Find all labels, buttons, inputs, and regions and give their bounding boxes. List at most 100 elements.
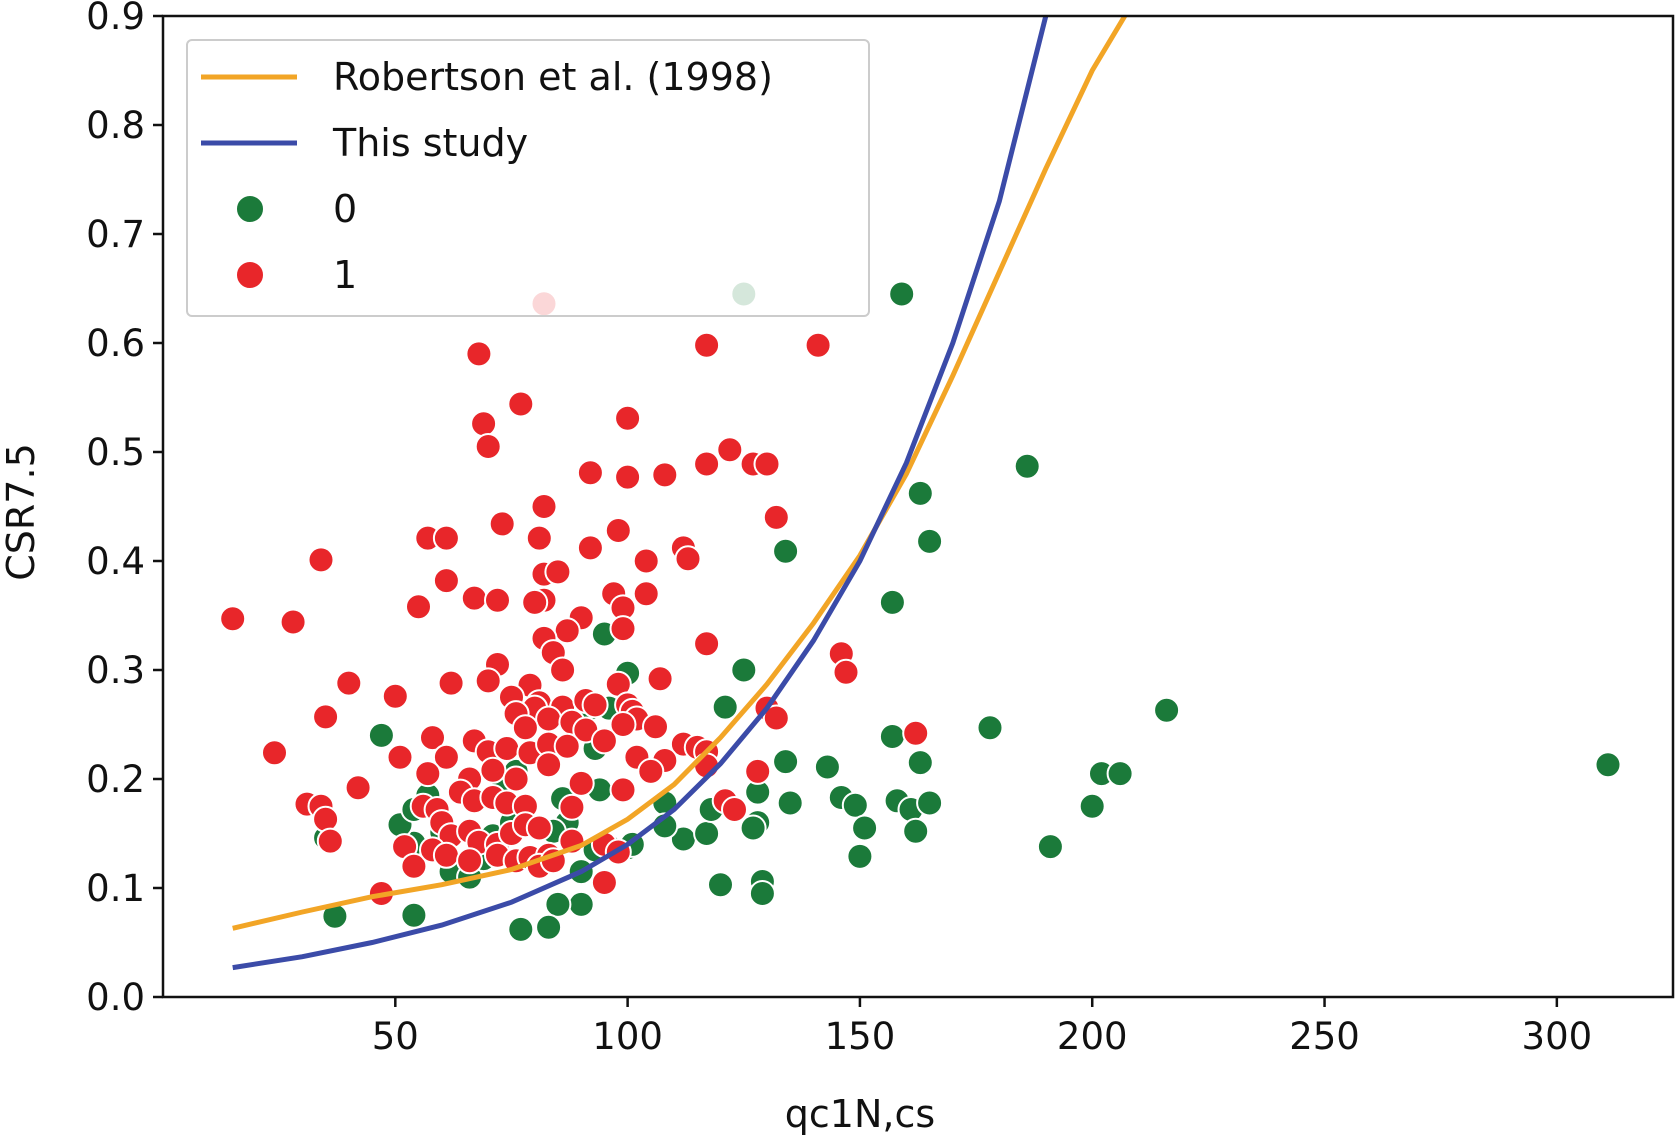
- curve-this-study: [232, 16, 1049, 971]
- scatter-point-series-1: [488, 510, 516, 538]
- scatter-point-series-0: [813, 753, 841, 781]
- scatter-point-series-1: [470, 410, 498, 438]
- scatter-point-series-0: [507, 915, 535, 943]
- scatter-point-series-0: [1153, 696, 1181, 724]
- scatter-point-series-1: [646, 665, 674, 693]
- scatter-point-series-1: [460, 584, 488, 612]
- scatter-point-series-1: [316, 827, 344, 855]
- legend-dot-swatch: [235, 194, 265, 224]
- scatter-point-series-0: [1106, 760, 1134, 788]
- scatter-point-series-1: [219, 605, 247, 633]
- scatter-point-series-0: [772, 537, 800, 565]
- scatter-point-series-1: [414, 760, 442, 788]
- scatter-point-series-0: [730, 656, 758, 684]
- scatter-point-series-0: [776, 789, 804, 817]
- scatter-point-series-1: [381, 682, 409, 710]
- scatter-point-series-0: [567, 890, 595, 918]
- scatter-point-series-1: [507, 390, 535, 418]
- scatter-point-series-0: [1078, 792, 1106, 820]
- scatter-point-series-0: [1013, 452, 1041, 480]
- legend-dot-swatch: [235, 260, 265, 290]
- y-tick-label: 0.5: [86, 431, 145, 474]
- scatter-point-series-1: [609, 615, 637, 643]
- scatter-point-series-1: [637, 757, 665, 785]
- scatter-point-series-1: [521, 588, 549, 616]
- legend: Robertson et al. (1998) This study 0 1: [186, 39, 870, 317]
- scatter-point-series-1: [432, 841, 460, 869]
- scatter-point-series-1: [581, 691, 609, 719]
- y-tick-label: 0.1: [86, 867, 145, 910]
- scatter-point-series-1: [261, 739, 288, 767]
- y-tick-label: 0.4: [86, 540, 145, 583]
- axes-layer: 50 100 150 200 250 300 0.0 0.1 0.2 0.3 0.4 0.5 0.6 0.…: [86, 0, 1675, 1058]
- scatter-point-series-1: [558, 793, 586, 821]
- scatter-point-series-0: [902, 817, 930, 845]
- y-tick-label: 0.7: [86, 213, 145, 256]
- scatter-point-series-1: [484, 586, 511, 614]
- scatter-point-series-1: [312, 805, 340, 833]
- scatter-point-series-1: [400, 852, 428, 880]
- legend-label: This study: [332, 121, 528, 165]
- scatter-point-series-1: [604, 517, 632, 544]
- scatter-point-series-1: [479, 756, 507, 784]
- y-tick-label: 0.3: [86, 649, 145, 692]
- scatter-point-series-1: [530, 493, 558, 520]
- scatter-point-series-1: [832, 658, 860, 686]
- scatter-point-series-1: [432, 743, 460, 771]
- scatter-point-series-1: [432, 567, 460, 595]
- scatter-point-series-1: [693, 331, 721, 359]
- scatter-point-series-1: [544, 558, 572, 586]
- points-layer: [219, 280, 1622, 943]
- scatter-point-series-0: [1594, 751, 1622, 779]
- scatter-point-series-1: [614, 463, 642, 491]
- scatter-point-series-1: [553, 617, 581, 645]
- scatter-point-series-1: [753, 450, 781, 478]
- plot-frame: [161, 14, 1675, 999]
- scatter-point-series-1: [474, 433, 502, 460]
- curves-layer: [232, 16, 1127, 971]
- scatter-point-series-1: [535, 751, 563, 779]
- scatter-point-series-1: [335, 669, 363, 697]
- scatter-point-series-1: [590, 727, 618, 755]
- scatter-point-series-1: [312, 703, 340, 731]
- scatter-point-series-1: [474, 667, 502, 695]
- scatter-point-series-1: [493, 735, 521, 762]
- x-tick-label: 300: [1522, 1015, 1593, 1058]
- scatter-point-series-1: [279, 608, 307, 636]
- scatter-point-series-1: [525, 814, 553, 842]
- scatter-point-series-1: [674, 545, 702, 573]
- scatter-point-series-1: [693, 630, 721, 658]
- scatter-point-series-0: [906, 479, 934, 507]
- legend-box: [186, 39, 870, 317]
- scatter-point-series-1: [535, 705, 563, 733]
- scatter-point-series-0: [711, 693, 739, 721]
- scatter-point-series-0: [1036, 833, 1064, 861]
- scatter-point-series-1: [553, 732, 581, 760]
- scatter-point-series-1: [693, 450, 721, 478]
- scatter-point-series-0: [544, 890, 572, 918]
- scatter-point-series-0: [878, 723, 906, 750]
- scatter-point-series-1: [437, 669, 465, 697]
- scatter-point-series-1: [511, 714, 539, 742]
- scatter-point-series-1: [762, 503, 790, 531]
- x-tick-label: 150: [825, 1015, 896, 1058]
- scatter-point-series-1: [902, 719, 930, 747]
- scatter-point-series-1: [465, 340, 493, 368]
- legend-label: 1: [333, 253, 357, 297]
- scatter-point-series-1: [744, 757, 772, 785]
- scatter-point-series-1: [716, 436, 744, 464]
- scatter-point-series-1: [549, 656, 577, 684]
- x-tick-label: 50: [372, 1015, 419, 1058]
- scatter-point-series-1: [344, 774, 372, 802]
- scatter-point-series-0: [916, 527, 944, 555]
- scatter-point-series-1: [632, 580, 660, 608]
- x-axis-label: qc1N,cs: [785, 1092, 935, 1135]
- scatter-point-series-0: [748, 880, 776, 907]
- scatter-point-series-1: [456, 847, 484, 875]
- scatter-point-series-0: [906, 749, 934, 777]
- scatter-point-series-1: [567, 769, 595, 797]
- scatter-point-series-0: [400, 901, 428, 929]
- scatter-point-series-0: [535, 913, 563, 941]
- scatter-point-series-0: [888, 280, 916, 308]
